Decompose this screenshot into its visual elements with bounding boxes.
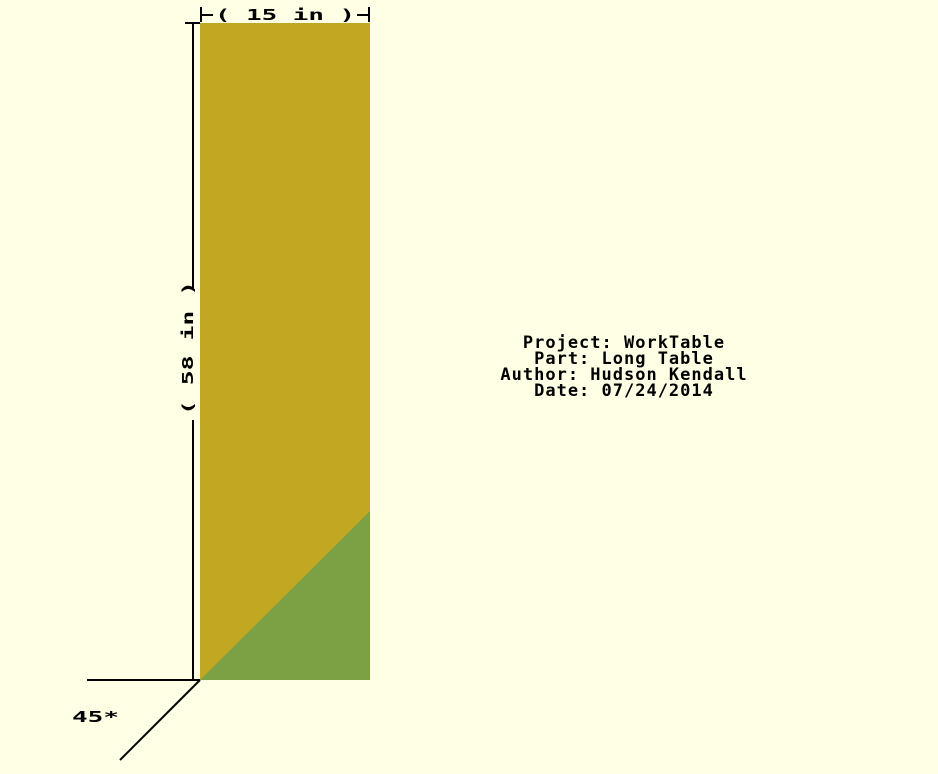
angle-reference xyxy=(87,679,201,761)
title-block: Project: WorkTable Part: Long Table Auth… xyxy=(434,333,814,401)
part-line: Part: Long Table xyxy=(534,349,714,369)
angle-label: 45* xyxy=(72,708,119,726)
author-line: Author: Hudson Kendall xyxy=(500,365,748,385)
project-line: Project: WorkTable xyxy=(522,333,726,353)
width-dimension xyxy=(200,7,370,22)
height-dimension-label: ( 58 in ) xyxy=(179,281,197,415)
date-line: Date: 07/24/2014 xyxy=(534,381,714,401)
width-dimension-label: ( 15 in ) xyxy=(215,6,355,24)
height-dimension xyxy=(185,22,200,680)
part-corner-bevel xyxy=(200,511,370,680)
